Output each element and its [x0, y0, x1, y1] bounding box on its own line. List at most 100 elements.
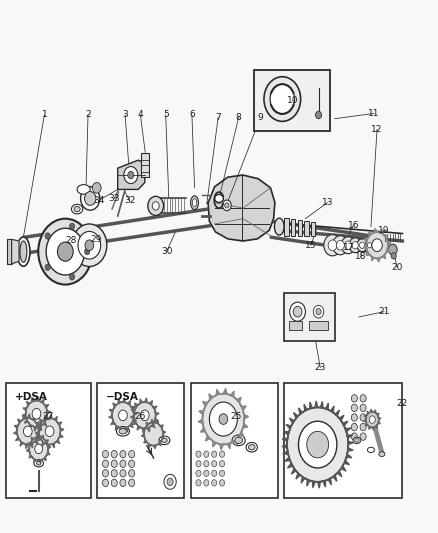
Polygon shape: [43, 403, 49, 408]
Circle shape: [324, 235, 341, 256]
Polygon shape: [149, 444, 153, 448]
Polygon shape: [16, 437, 21, 442]
Polygon shape: [145, 422, 149, 428]
Circle shape: [70, 274, 74, 280]
Text: 6: 6: [189, 110, 195, 119]
Text: 16: 16: [348, 221, 359, 230]
Polygon shape: [27, 449, 30, 455]
Polygon shape: [348, 445, 353, 451]
Circle shape: [196, 461, 201, 467]
Polygon shape: [147, 400, 152, 405]
Polygon shape: [328, 477, 333, 485]
Polygon shape: [30, 442, 35, 448]
Text: 34: 34: [94, 196, 105, 205]
Polygon shape: [152, 405, 157, 409]
Polygon shape: [372, 410, 376, 413]
Text: 22: 22: [397, 399, 408, 408]
Circle shape: [352, 241, 358, 249]
Circle shape: [366, 411, 379, 427]
Polygon shape: [307, 402, 312, 410]
Polygon shape: [47, 445, 52, 449]
Polygon shape: [133, 409, 137, 415]
Ellipse shape: [275, 218, 284, 235]
Polygon shape: [213, 389, 220, 397]
Polygon shape: [386, 239, 391, 245]
Text: 18: 18: [355, 253, 367, 261]
Polygon shape: [312, 401, 318, 408]
Circle shape: [212, 480, 217, 486]
Polygon shape: [293, 413, 298, 421]
Polygon shape: [116, 399, 120, 405]
Circle shape: [38, 219, 92, 285]
Polygon shape: [12, 239, 19, 264]
Circle shape: [212, 416, 217, 422]
Polygon shape: [47, 449, 50, 455]
Bar: [285, 293, 335, 341]
Text: 29: 29: [90, 236, 102, 245]
Circle shape: [351, 404, 357, 411]
Polygon shape: [42, 442, 47, 446]
Bar: [254, 70, 330, 131]
Circle shape: [102, 470, 109, 477]
Circle shape: [45, 233, 50, 239]
Circle shape: [219, 461, 225, 467]
Polygon shape: [38, 431, 41, 437]
Polygon shape: [35, 421, 40, 425]
Polygon shape: [155, 415, 159, 421]
Polygon shape: [137, 426, 142, 430]
Circle shape: [102, 450, 109, 458]
Circle shape: [70, 223, 74, 230]
Polygon shape: [323, 403, 328, 410]
Polygon shape: [20, 442, 25, 446]
Polygon shape: [149, 419, 153, 424]
Polygon shape: [60, 431, 63, 437]
Polygon shape: [29, 455, 34, 459]
Polygon shape: [296, 473, 302, 479]
Text: 2: 2: [85, 110, 91, 119]
Polygon shape: [115, 426, 120, 430]
Circle shape: [365, 240, 374, 251]
Polygon shape: [364, 239, 367, 245]
Polygon shape: [369, 409, 372, 413]
Circle shape: [120, 479, 126, 487]
Circle shape: [307, 431, 328, 458]
Polygon shape: [283, 432, 289, 438]
Polygon shape: [307, 480, 312, 486]
Polygon shape: [220, 444, 227, 450]
Polygon shape: [346, 432, 353, 438]
Circle shape: [129, 450, 135, 458]
Bar: [284, 383, 402, 498]
Polygon shape: [60, 425, 64, 431]
Polygon shape: [130, 421, 133, 428]
Bar: [7, 239, 12, 264]
Polygon shape: [201, 428, 207, 435]
Ellipse shape: [235, 437, 243, 443]
Circle shape: [209, 402, 237, 436]
Polygon shape: [34, 397, 39, 401]
Circle shape: [389, 244, 397, 255]
Circle shape: [217, 426, 221, 431]
Text: 27: 27: [42, 412, 53, 421]
Circle shape: [167, 478, 173, 486]
Polygon shape: [47, 414, 52, 418]
Polygon shape: [378, 416, 381, 419]
Ellipse shape: [162, 438, 167, 442]
Polygon shape: [243, 410, 249, 419]
Circle shape: [360, 394, 366, 402]
Polygon shape: [35, 437, 38, 443]
Bar: [285, 217, 289, 236]
Polygon shape: [46, 414, 50, 419]
Polygon shape: [138, 399, 142, 405]
Polygon shape: [35, 431, 40, 437]
Circle shape: [369, 416, 375, 423]
Polygon shape: [142, 428, 145, 434]
Polygon shape: [22, 414, 27, 419]
Polygon shape: [141, 434, 145, 440]
Circle shape: [336, 240, 344, 250]
Polygon shape: [131, 415, 135, 421]
Bar: [141, 154, 149, 177]
Text: 7: 7: [215, 113, 221, 122]
Circle shape: [219, 414, 228, 424]
Polygon shape: [34, 434, 39, 439]
Polygon shape: [52, 416, 57, 421]
